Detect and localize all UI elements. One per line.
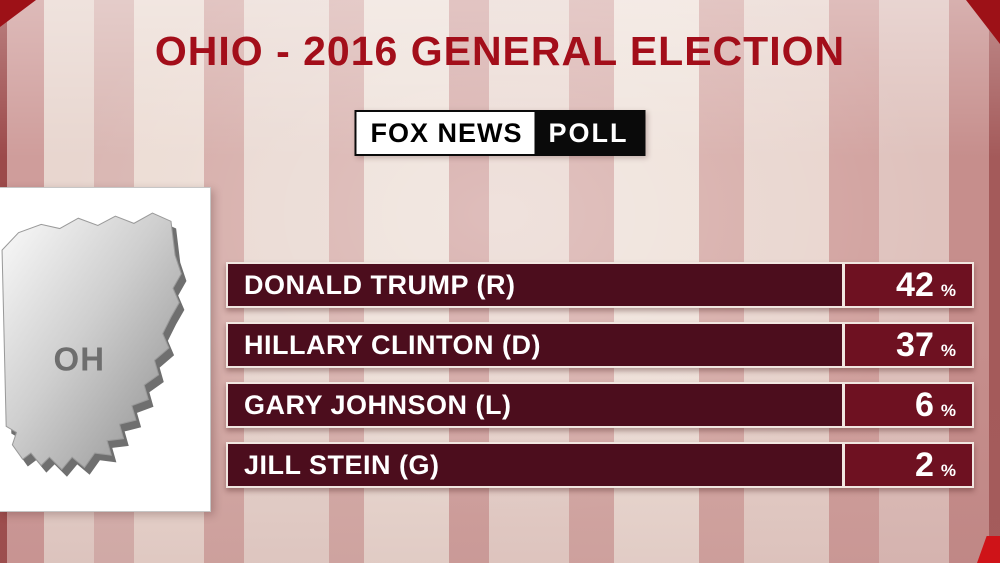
poll-results-table: DONALD TRUMP (R) 42 % HILLARY CLINTON (D… (226, 262, 974, 502)
candidate-percent-cell: 6 % (845, 384, 972, 426)
percent-value: 6 (914, 386, 934, 424)
fox-news-poll-logo: FOX NEWS POLL (354, 110, 646, 156)
state-map-panel: OH (0, 187, 211, 512)
percent-sign: % (940, 461, 956, 480)
page-title: OHIO - 2016 GENERAL ELECTION (154, 28, 846, 74)
candidate-name-cell: JILL STEIN (G) (228, 444, 845, 486)
corner-accent-top-right (966, 0, 1000, 44)
percent-sign: % (940, 401, 956, 420)
candidate-name-cell: DONALD TRUMP (R) (228, 264, 845, 306)
ohio-map-image: OH (1, 212, 187, 477)
candidate-name-cell: GARY JOHNSON (L) (228, 384, 845, 426)
poll-wordmark: POLL (534, 112, 644, 154)
state-abbreviation-label: OH (54, 341, 105, 378)
ohio-shape (1, 212, 182, 471)
fox-news-wordmark: FOX NEWS (356, 112, 535, 154)
percent-sign: % (940, 341, 956, 360)
percent-value: 42 (896, 266, 934, 304)
lower-third-red-tab (977, 536, 1000, 563)
candidate-percent-cell: 42 % (845, 264, 972, 306)
percent-sign: % (940, 281, 956, 300)
percent-value: 2 (914, 446, 934, 484)
table-row: JILL STEIN (G) 2 % (226, 442, 974, 488)
corner-accent-top-left (0, 0, 36, 27)
percent-value: 37 (896, 326, 934, 364)
table-row: GARY JOHNSON (L) 6 % (226, 382, 974, 428)
table-row: HILLARY CLINTON (D) 37 % (226, 322, 974, 368)
candidate-percent-cell: 37 % (845, 324, 972, 366)
candidate-percent-cell: 2 % (845, 444, 972, 486)
candidate-name-cell: HILLARY CLINTON (D) (228, 324, 845, 366)
table-row: DONALD TRUMP (R) 42 % (226, 262, 974, 308)
